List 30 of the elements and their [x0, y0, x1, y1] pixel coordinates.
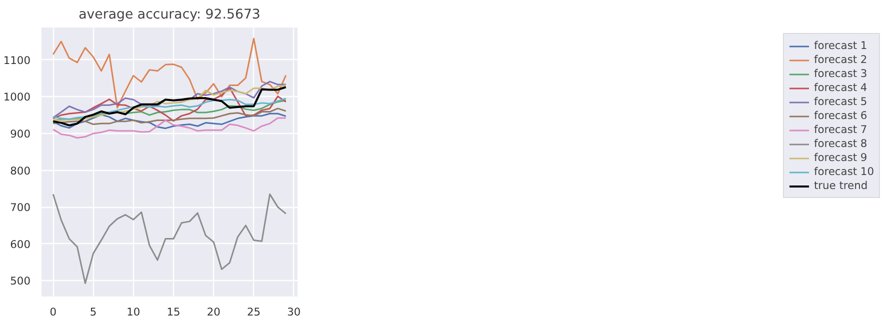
y-tick-label: 900 — [10, 127, 31, 140]
x-tick-label: 10 — [126, 306, 140, 318]
line-series — [52, 193, 287, 284]
chart-title: average accuracy: 92.5673 — [78, 8, 260, 22]
line-series — [52, 108, 287, 126]
y-tick-label: 1000 — [3, 90, 31, 104]
y-tick-label: 1100 — [3, 54, 31, 67]
y-tick-label: 600 — [10, 238, 31, 251]
x-tick-label: 5 — [90, 306, 97, 318]
legend-label: forecast 5 — [814, 95, 868, 108]
y-tick-label: 800 — [10, 164, 31, 178]
legend-label: forecast 4 — [814, 81, 868, 94]
legend-label: forecast 7 — [814, 123, 868, 136]
y-tick-label: 500 — [10, 274, 31, 288]
legend-label: forecast 1 — [814, 39, 868, 52]
x-tick-label: 15 — [166, 306, 180, 318]
legend-label: true trend — [814, 179, 868, 192]
x-tick-label: 30 — [287, 306, 301, 318]
legend-label: forecast 9 — [814, 151, 868, 164]
x-tick-label: 0 — [50, 306, 57, 318]
x-tick-label: 25 — [246, 306, 261, 318]
legend-label: forecast 6 — [814, 109, 868, 122]
x-tick-label: 20 — [206, 306, 221, 318]
line-series — [52, 38, 287, 108]
legend-label: forecast 8 — [814, 137, 868, 150]
line-series — [52, 117, 287, 139]
legend-label: forecast 3 — [814, 67, 868, 80]
legend-label: forecast 10 — [814, 165, 874, 178]
legend-label: forecast 2 — [814, 53, 868, 66]
y-tick-label: 700 — [10, 201, 31, 214]
